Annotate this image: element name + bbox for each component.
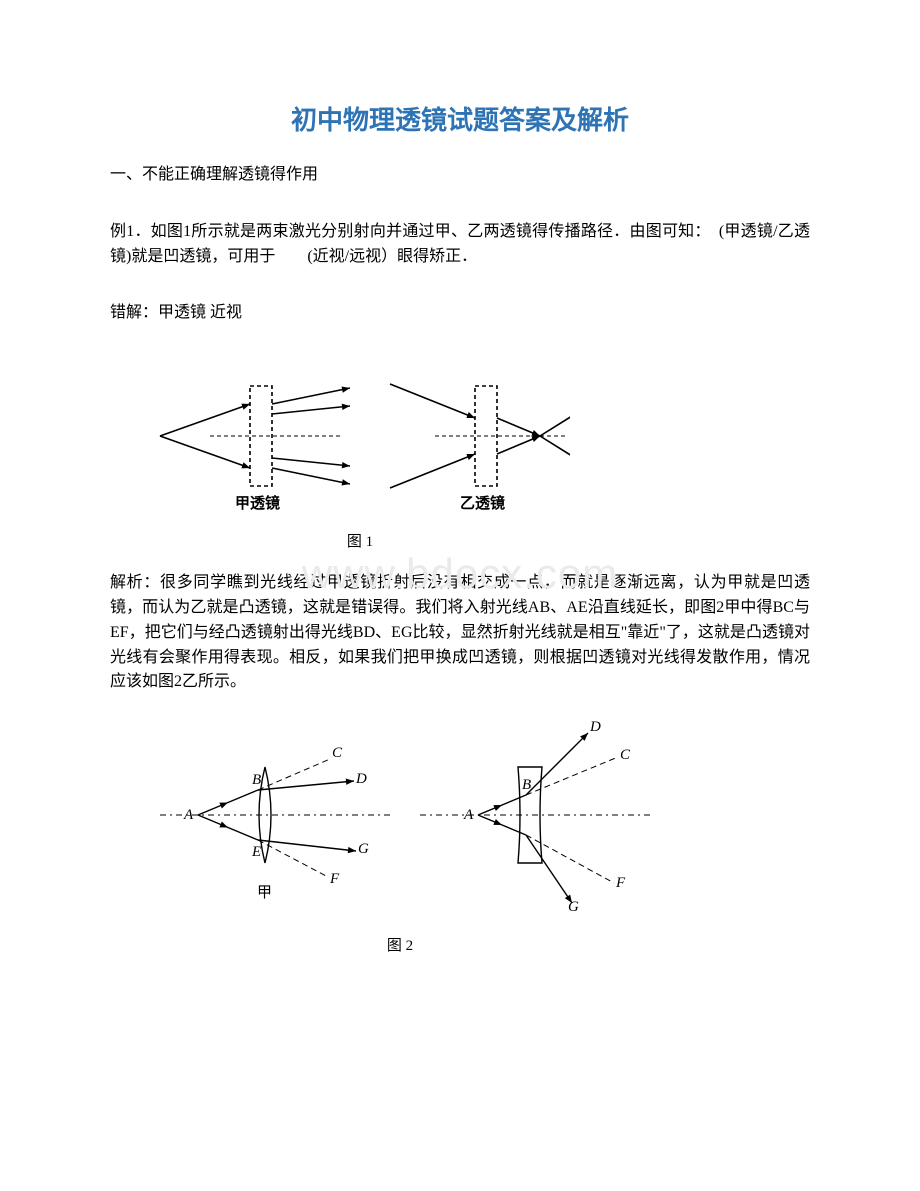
svg-text:C: C bbox=[620, 747, 631, 763]
svg-text:A: A bbox=[463, 807, 474, 823]
svg-text:B: B bbox=[252, 772, 261, 788]
svg-text:A: A bbox=[183, 807, 194, 823]
analysis-text: 解析：很多同学瞧到光线经过甲透镜折射后没有相交成一点，而就是逐渐远离，认为甲就是… bbox=[110, 571, 810, 695]
figure-2-caption: 图 2 bbox=[150, 934, 650, 955]
svg-text:F: F bbox=[329, 871, 340, 887]
svg-text:F: F bbox=[615, 875, 626, 891]
svg-text:D: D bbox=[589, 719, 601, 735]
svg-text:B: B bbox=[522, 777, 531, 793]
example-intro: 例1．如图1所示就是两束激光分别射向并通过甲、乙两透镜得传播路径．由图可知： (… bbox=[110, 220, 810, 270]
figure-2: ABECDFG甲ABCDFG 图 2 bbox=[150, 715, 810, 955]
figure-1: 甲透镜 乙透镜 图 1 bbox=[150, 366, 810, 551]
svg-text:甲透镜: 甲透镜 bbox=[235, 494, 280, 512]
svg-text:C: C bbox=[332, 745, 343, 761]
svg-text:G: G bbox=[358, 841, 369, 857]
page-title: 初中物理透镜试题答案及解析 bbox=[110, 100, 810, 137]
section-heading: 一、不能正确理解透镜得作用 bbox=[110, 163, 810, 188]
figure-1-caption: 图 1 bbox=[150, 530, 570, 551]
svg-text:G: G bbox=[568, 899, 579, 915]
wrong-answer: 错解：甲透镜 近视 bbox=[110, 301, 810, 326]
svg-text:D: D bbox=[355, 771, 367, 787]
svg-text:乙透镜: 乙透镜 bbox=[460, 494, 505, 512]
svg-text:E: E bbox=[251, 844, 261, 860]
svg-text:甲: 甲 bbox=[257, 885, 272, 901]
